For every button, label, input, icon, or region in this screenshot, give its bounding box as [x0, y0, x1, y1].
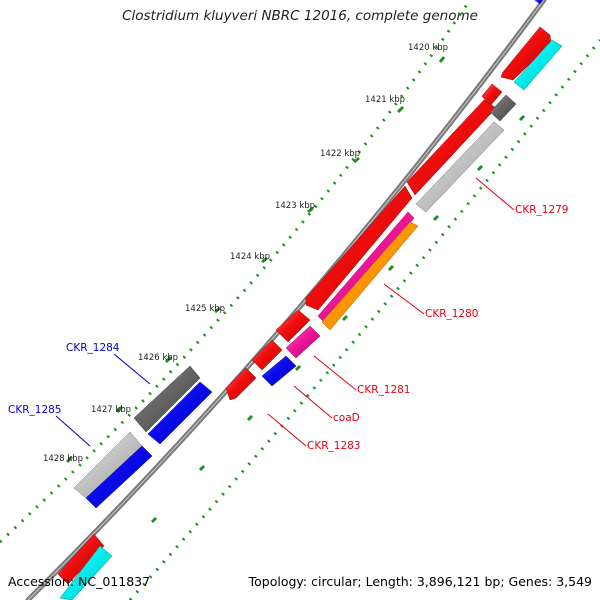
- gene-feature: [225, 367, 257, 401]
- tick-label: 1428 kbp: [43, 454, 83, 464]
- gene-feature: [147, 381, 213, 445]
- forward-strand-features: [57, 0, 552, 585]
- gene-label-ckr-1281[interactable]: CKR_1281: [357, 384, 410, 396]
- gene-feature: [489, 94, 517, 122]
- tick-label: 1426 kbp: [138, 353, 178, 363]
- tick-label: 1422 kbp: [320, 149, 360, 159]
- gene-feature: [59, 545, 113, 600]
- gene-feature: [275, 309, 311, 343]
- gene-label-ckr-1285[interactable]: CKR_1285: [8, 404, 61, 416]
- gene-feature: [534, 0, 543, 4]
- gene-label-coad[interactable]: coaD: [333, 412, 360, 424]
- gene-label-ckr-1279[interactable]: CKR_1279: [515, 204, 568, 216]
- tick-label: 1427 kbp: [91, 405, 131, 415]
- reverse-strand-features: [59, 39, 563, 600]
- ruler-tick-labels: 1420 kbp 1421 kbp 1422 kbp 1423 kbp 1424…: [43, 43, 448, 464]
- gene-feature: [57, 533, 105, 585]
- gene-feature: [251, 339, 283, 371]
- gene-label-ckr-1280[interactable]: CKR_1280: [425, 308, 478, 320]
- gene-label-ckr-1284[interactable]: CKR_1284: [66, 342, 120, 354]
- gene-feature: [133, 365, 201, 433]
- gene-feature: [321, 221, 419, 331]
- gene-feature: [261, 355, 297, 387]
- gene-feature: [415, 121, 505, 213]
- gene-feature: [85, 445, 153, 509]
- tick-label: 1421 kbp: [365, 95, 405, 105]
- leader-lines: [55, 177, 515, 447]
- gene-feature: [513, 39, 563, 91]
- gene-feature: [317, 211, 415, 323]
- outer-tick-track: [0, 0, 472, 544]
- tick-label: 1424 kbp: [230, 252, 270, 262]
- tick-label: 1420 kbp: [408, 43, 448, 53]
- tick-label: 1423 kbp: [275, 201, 315, 211]
- ruler-ticks: [65, 56, 526, 524]
- gene-feature: [285, 325, 321, 359]
- map-title: Clostridium kluyveri NBRC 12016, complet…: [122, 8, 478, 24]
- gene-labels: CKR_1279 CKR_1280 CKR_1281 coaD CKR_1283…: [8, 204, 568, 452]
- genome-summary-text: Topology: circular; Length: 3,896,121 bp…: [248, 574, 592, 589]
- accession-text: Accession: NC_011837: [8, 574, 151, 589]
- genome-backbone: [25, 0, 547, 600]
- tick-label: 1425 kbp: [185, 304, 225, 314]
- gene-feature: [305, 185, 413, 311]
- gene-label-ckr-1283[interactable]: CKR_1283: [307, 440, 360, 452]
- inner-tick-track: [128, 39, 600, 600]
